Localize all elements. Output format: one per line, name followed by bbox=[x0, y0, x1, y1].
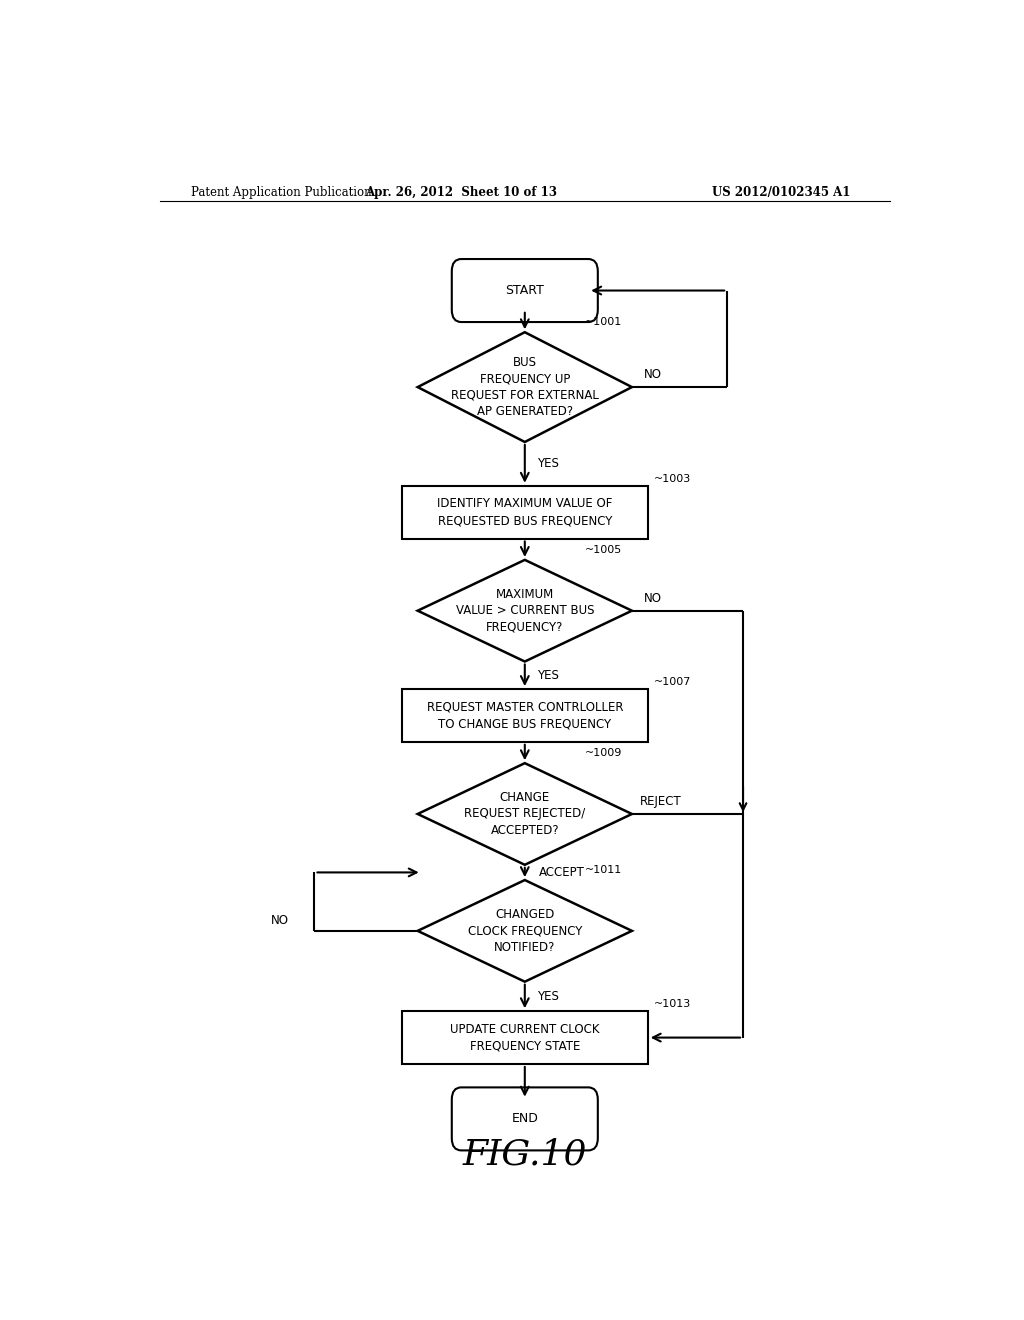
FancyBboxPatch shape bbox=[452, 259, 598, 322]
FancyBboxPatch shape bbox=[452, 1088, 598, 1151]
Text: ~1007: ~1007 bbox=[654, 677, 691, 686]
Polygon shape bbox=[418, 333, 632, 442]
Text: MAXIMUM
VALUE > CURRENT BUS
FREQUENCY?: MAXIMUM VALUE > CURRENT BUS FREQUENCY? bbox=[456, 587, 594, 634]
Text: START: START bbox=[506, 284, 544, 297]
Text: Patent Application Publication: Patent Application Publication bbox=[191, 186, 372, 199]
Text: CHANGED
CLOCK FREQUENCY
NOTIFIED?: CHANGED CLOCK FREQUENCY NOTIFIED? bbox=[468, 908, 582, 954]
Text: REJECT: REJECT bbox=[640, 795, 682, 808]
Text: ACCEPT: ACCEPT bbox=[539, 866, 585, 879]
Text: ~1013: ~1013 bbox=[654, 999, 691, 1008]
Text: END: END bbox=[511, 1113, 539, 1126]
Polygon shape bbox=[418, 880, 632, 982]
Bar bbox=[401, 486, 648, 539]
Text: BUS
FREQUENCY UP
REQUEST FOR EXTERNAL
AP GENERATED?: BUS FREQUENCY UP REQUEST FOR EXTERNAL AP… bbox=[451, 356, 599, 418]
Text: ~1003: ~1003 bbox=[654, 474, 691, 483]
Text: ~1005: ~1005 bbox=[585, 545, 622, 554]
Text: NO: NO bbox=[644, 368, 662, 381]
Text: ~1011: ~1011 bbox=[585, 865, 622, 875]
Polygon shape bbox=[418, 763, 632, 865]
Text: IDENTIFY MAXIMUM VALUE OF
REQUESTED BUS FREQUENCY: IDENTIFY MAXIMUM VALUE OF REQUESTED BUS … bbox=[437, 498, 612, 527]
Text: FIG.10: FIG.10 bbox=[463, 1138, 587, 1171]
Bar bbox=[401, 689, 648, 742]
Text: YES: YES bbox=[537, 669, 558, 681]
Text: US 2012/0102345 A1: US 2012/0102345 A1 bbox=[712, 186, 850, 199]
Text: ~1001: ~1001 bbox=[585, 317, 622, 327]
Text: YES: YES bbox=[537, 990, 558, 1003]
Bar bbox=[401, 1011, 648, 1064]
Polygon shape bbox=[418, 560, 632, 661]
Text: CHANGE
REQUEST REJECTED/
ACCEPTED?: CHANGE REQUEST REJECTED/ ACCEPTED? bbox=[464, 791, 586, 837]
Text: YES: YES bbox=[537, 457, 558, 470]
Text: REQUEST MASTER CONTRLOLLER
TO CHANGE BUS FREQUENCY: REQUEST MASTER CONTRLOLLER TO CHANGE BUS… bbox=[427, 701, 623, 730]
Text: ~1009: ~1009 bbox=[585, 748, 623, 758]
Text: NO: NO bbox=[270, 915, 289, 927]
Text: UPDATE CURRENT CLOCK
FREQUENCY STATE: UPDATE CURRENT CLOCK FREQUENCY STATE bbox=[451, 1023, 599, 1052]
Text: Apr. 26, 2012  Sheet 10 of 13: Apr. 26, 2012 Sheet 10 of 13 bbox=[366, 186, 557, 199]
Text: NO: NO bbox=[644, 591, 662, 605]
